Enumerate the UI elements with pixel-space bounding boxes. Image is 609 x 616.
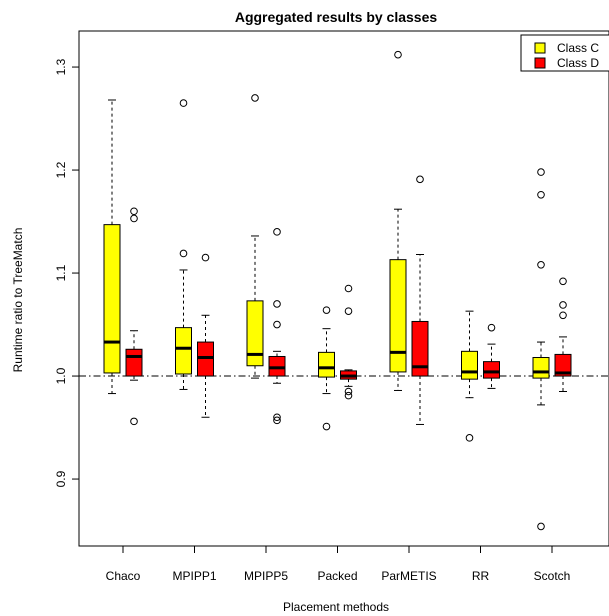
x-tick-label: MPIPP5 — [244, 569, 288, 583]
legend-label: Class D — [557, 56, 599, 70]
box-iqr — [125, 348, 143, 377]
outlier-point — [344, 307, 353, 315]
x-tick-label: ParMETIS — [381, 569, 436, 583]
box-MPIPP1-Class-C — [175, 99, 192, 390]
outlier-point — [559, 277, 567, 286]
box-iqr — [318, 351, 335, 378]
box-iqr — [246, 300, 264, 367]
y-tick-label: 1.2 — [54, 161, 68, 178]
outlier-point — [322, 422, 331, 431]
outlier-point — [273, 416, 281, 425]
box-iqr — [411, 320, 429, 377]
box-Scotch-Class-D — [554, 277, 572, 392]
outlier-point — [273, 300, 281, 308]
box-iqr — [554, 353, 572, 377]
box-ParMETIS-Class-D — [411, 175, 429, 425]
box-Packed-Class-D — [340, 284, 357, 400]
chart-title: Aggregated results by classes — [235, 9, 438, 25]
y-tick-label: 0.9 — [54, 470, 68, 487]
axes: 0.9 1.0 1.1 1.2 1.3 Chaco MPIPP1 MPIPP5 Packed Pa… — [54, 30, 609, 583]
box-Chaco-Class-C — [103, 99, 121, 395]
box-MPIPP1-Class-D — [197, 253, 214, 418]
y-tick-label: 1.3 — [54, 58, 68, 75]
outlier-point — [130, 207, 138, 216]
outlier-point — [273, 228, 281, 236]
box-ParMETIS-Class-C — [389, 50, 407, 391]
box-Chaco-Class-D — [125, 207, 143, 426]
box-iqr — [389, 259, 407, 373]
box-MPIPP5-Class-D — [268, 228, 286, 425]
outlier-point — [344, 391, 353, 400]
outlier-point — [537, 168, 545, 176]
box-RR-Class-C — [461, 310, 478, 442]
box-iqr — [268, 355, 286, 377]
x-tick-label: MPIPP1 — [172, 569, 216, 583]
outlier-point — [322, 306, 331, 314]
outlier-point — [559, 311, 567, 320]
x-tick-label: RR — [472, 569, 490, 583]
x-tick-label: Packed — [317, 569, 357, 583]
plot-frame — [78, 30, 609, 547]
legend-label: Class C — [557, 41, 599, 55]
box-RR-Class-D — [483, 323, 500, 389]
outlier-point — [130, 417, 138, 426]
outlier-point — [344, 387, 353, 396]
outlier-point — [537, 261, 545, 269]
outlier-point — [179, 249, 188, 258]
plot-area — [79, 50, 609, 531]
y-tick-label: 1.1 — [54, 264, 68, 281]
box-iqr — [532, 357, 550, 379]
outlier-point — [537, 190, 545, 199]
x-axis-label: Placement methods — [283, 600, 389, 614]
outlier-point — [416, 175, 424, 184]
outlier-point — [487, 323, 496, 332]
box-iqr — [197, 341, 214, 377]
outlier-point — [251, 94, 259, 102]
outlier-point — [179, 99, 188, 107]
x-tick-label: Scotch — [534, 569, 571, 583]
outlier-point — [273, 320, 281, 329]
outlier-point — [201, 253, 210, 262]
outlier-point — [130, 214, 138, 223]
legend-swatch — [534, 57, 546, 69]
y-axis-label: Runtime ratio to TreeMatch — [11, 228, 25, 373]
outlier-point — [537, 522, 545, 531]
legend-swatch — [534, 42, 546, 54]
box-iqr — [175, 327, 192, 375]
x-tick-label: Chaco — [106, 569, 141, 583]
box-iqr — [461, 350, 478, 380]
box-MPIPP5-Class-C — [246, 94, 264, 379]
outlier-point — [394, 50, 402, 59]
box-iqr — [103, 224, 121, 374]
outlier-point — [559, 301, 567, 309]
outlier-point — [273, 413, 281, 422]
box-iqr — [483, 361, 500, 379]
outlier-point — [465, 434, 474, 442]
box-Packed-Class-C — [318, 306, 335, 431]
box-Scotch-Class-C — [532, 168, 550, 531]
outlier-point — [344, 284, 353, 293]
y-tick-label: 1.0 — [54, 367, 68, 384]
